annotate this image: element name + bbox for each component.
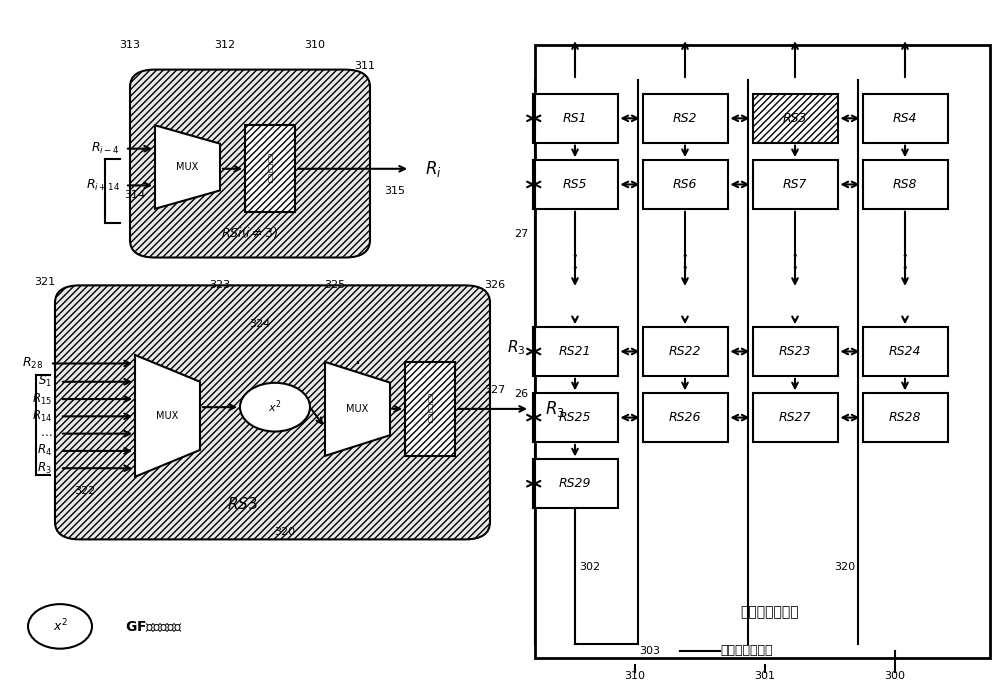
Text: RS29: RS29	[559, 477, 591, 490]
Text: 寄
存
器: 寄 存 器	[267, 154, 273, 184]
Text: $R_3$: $R_3$	[545, 399, 565, 419]
Bar	[532, 327, 618, 376]
Text: $\cdots$: $\cdots$	[40, 427, 52, 440]
Bar	[643, 160, 728, 209]
Text: MUX: MUX	[346, 404, 369, 414]
Bar	[532, 94, 618, 143]
Text: $x^2$: $x^2$	[53, 618, 67, 635]
Text: RS21: RS21	[559, 345, 591, 358]
Bar	[535, 45, 990, 658]
Text: $R_{i-4}$: $R_{i-4}$	[91, 141, 120, 156]
Bar	[532, 160, 618, 209]
Text: $R_{28}$: $R_{28}$	[22, 356, 43, 371]
Text: 322: 322	[74, 486, 96, 496]
Bar	[643, 327, 728, 376]
Text: •
•
•: • • •	[902, 251, 908, 285]
Text: RS24: RS24	[889, 345, 921, 358]
Text: 325: 325	[324, 280, 346, 290]
Bar	[245, 125, 295, 212]
Text: RS28: RS28	[889, 411, 921, 424]
Text: 排序寄存器阵列: 排序寄存器阵列	[741, 606, 799, 619]
Text: RS26: RS26	[669, 411, 701, 424]
Bar	[532, 459, 618, 508]
Text: RS6: RS6	[673, 178, 697, 191]
Bar	[862, 94, 948, 143]
Text: RS27: RS27	[779, 411, 811, 424]
Text: 310: 310	[624, 671, 646, 681]
Text: 302: 302	[579, 562, 601, 572]
Bar	[532, 393, 618, 442]
Text: RS8: RS8	[893, 178, 917, 191]
Text: 313: 313	[120, 40, 140, 50]
Text: 312: 312	[214, 40, 236, 50]
Text: $RSi(i\neq3)$: $RSi(i\neq3)$	[221, 225, 279, 240]
Text: 314: 314	[124, 190, 146, 200]
Polygon shape	[155, 125, 220, 209]
Text: $S_1$: $S_1$	[38, 374, 52, 389]
Bar	[753, 94, 838, 143]
Text: 伴随式并行输出: 伴随式并行输出	[720, 644, 772, 657]
Text: RS2: RS2	[673, 112, 697, 125]
Text: MUX: MUX	[156, 411, 179, 421]
Text: RS25: RS25	[559, 411, 591, 424]
Text: 310: 310	[304, 40, 326, 50]
Bar	[862, 160, 948, 209]
Text: $R_3$: $R_3$	[37, 461, 52, 476]
Bar	[862, 393, 948, 442]
Circle shape	[28, 604, 92, 649]
Text: 303: 303	[639, 646, 660, 656]
Text: RS23: RS23	[779, 345, 811, 358]
Text: 326: 326	[484, 280, 506, 290]
Text: $RS3$: $RS3$	[227, 496, 258, 512]
Text: 315: 315	[384, 187, 406, 196]
Bar	[862, 327, 948, 376]
Text: 323: 323	[209, 280, 231, 290]
Text: •
•
•: • • •	[572, 251, 578, 285]
Text: 321: 321	[34, 277, 56, 287]
Text: •
•
•: • • •	[792, 251, 798, 285]
Text: RS1: RS1	[563, 112, 587, 125]
FancyBboxPatch shape	[130, 70, 370, 258]
Text: $R_4$: $R_4$	[37, 443, 52, 459]
Text: $x^2$: $x^2$	[268, 399, 282, 416]
Text: $R_{15}$: $R_{15}$	[32, 392, 52, 406]
Text: $R_{i+14}$: $R_{i+14}$	[86, 178, 120, 193]
FancyBboxPatch shape	[55, 285, 490, 539]
Text: 311: 311	[354, 61, 376, 71]
Text: 27: 27	[514, 229, 528, 239]
Bar	[643, 393, 728, 442]
Text: $R_{14}$: $R_{14}$	[32, 409, 52, 424]
Text: 寄
存
器: 寄 存 器	[427, 394, 433, 424]
Bar	[753, 393, 838, 442]
Text: RS4: RS4	[893, 112, 917, 125]
Text: •
•
•: • • •	[682, 251, 688, 285]
Bar	[643, 94, 728, 143]
Text: 320: 320	[834, 562, 856, 572]
Text: 300: 300	[885, 671, 906, 681]
Text: MUX: MUX	[176, 162, 199, 172]
Text: RS3: RS3	[783, 112, 807, 125]
Text: 26: 26	[514, 389, 528, 399]
Text: RS7: RS7	[783, 178, 807, 191]
Polygon shape	[325, 362, 390, 456]
Circle shape	[240, 383, 310, 432]
Polygon shape	[135, 355, 200, 477]
Text: 301: 301	[755, 671, 776, 681]
Text: $R_i$: $R_i$	[425, 159, 442, 179]
Text: 327: 327	[484, 385, 506, 395]
Text: RS5: RS5	[563, 178, 587, 191]
Text: $\mathbf{GF}$域平方运算: $\mathbf{GF}$域平方运算	[125, 619, 183, 634]
Bar	[753, 327, 838, 376]
Text: 320: 320	[274, 528, 296, 537]
Text: RS22: RS22	[669, 345, 701, 358]
Text: $R_3$: $R_3$	[507, 339, 525, 357]
Bar	[753, 160, 838, 209]
Bar	[405, 362, 455, 456]
Text: 324: 324	[249, 319, 271, 329]
